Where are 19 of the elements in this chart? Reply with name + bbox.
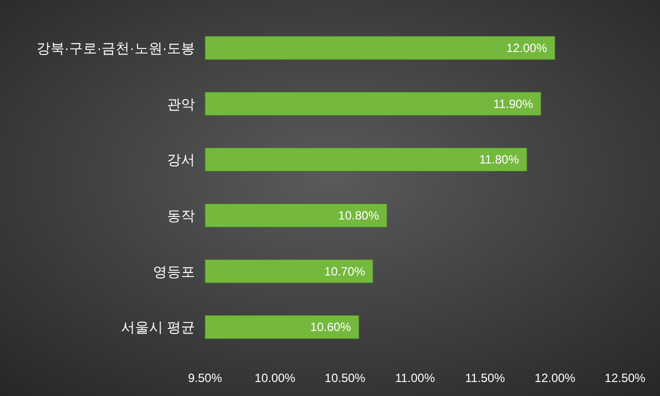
y-tick-label: 서울시 평균 — [121, 319, 195, 336]
x-tick-label: 10.50% — [324, 371, 366, 385]
data-label: 10.70% — [324, 264, 366, 278]
y-tick-label: 영등포 — [153, 263, 195, 280]
x-tick-label: 12.00% — [534, 371, 576, 385]
y-tick-label: 강서 — [167, 152, 195, 168]
x-tick-label: 12.50% — [604, 371, 646, 385]
x-tick-label: 9.50% — [188, 371, 222, 385]
y-tick-label: 관악 — [167, 96, 195, 112]
y-tick-label: 강북·구로·금천·노원·도봉 — [36, 40, 195, 56]
x-tick-label: 11.00% — [395, 371, 436, 385]
x-tick-label: 11.50% — [465, 371, 506, 385]
data-label: 11.90% — [493, 96, 534, 111]
data-label: 10.80% — [338, 208, 380, 222]
data-label: 10.60% — [310, 320, 352, 334]
x-tick-label: 10.00% — [254, 371, 296, 385]
data-label: 12.00% — [506, 40, 548, 55]
data-label: 11.80% — [479, 152, 520, 167]
y-tick-label: 동작 — [167, 207, 195, 224]
